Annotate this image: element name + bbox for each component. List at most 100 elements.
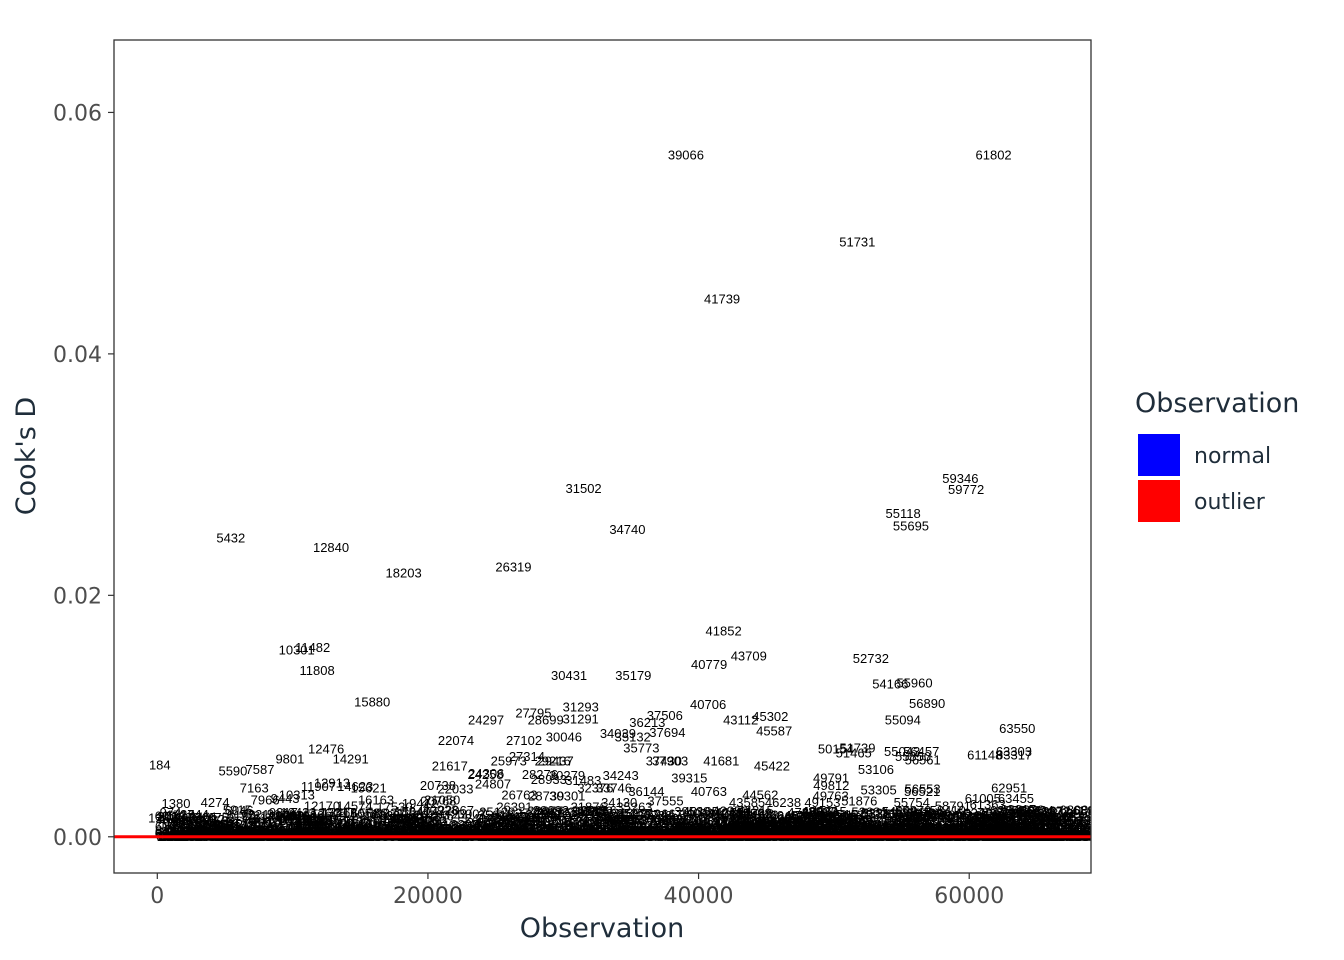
dense-point-mark: 30479 (552, 813, 588, 828)
dense-point-mark: 59854 (949, 816, 985, 831)
point-label: 35263 (616, 800, 652, 815)
dense-point-mark: 47843 (787, 827, 823, 842)
point-label: 61698 (974, 810, 1010, 825)
point-label: 61802 (976, 148, 1012, 163)
dense-point-mark: 63692 (1001, 815, 1037, 830)
dense-point-mark: 43856 (733, 812, 769, 827)
dense-point-mark: 50994 (829, 814, 865, 829)
dense-point-mark: 50124 (817, 810, 853, 825)
dense-point-mark: 8432 (257, 823, 286, 838)
dense-point-mark: 52170 (845, 817, 881, 832)
dense-point-mark: 68006 (1059, 803, 1095, 818)
point-label: 5432 (216, 530, 245, 545)
dense-point-mark: 48907 (801, 804, 837, 819)
dense-point-mark: 63032 (992, 820, 1028, 835)
y-tick-label: 0.02 (53, 584, 102, 609)
dense-point-mark: 22233 (440, 824, 476, 839)
dense-point-mark: 66271 (1036, 822, 1072, 837)
dense-point-mark: 37864 (652, 828, 688, 843)
dense-point-mark: 53311 (861, 805, 896, 820)
point-label: 66213 (1035, 813, 1071, 828)
legend-label-normal: normal (1194, 444, 1271, 469)
point-label: 53106 (858, 762, 894, 777)
y-axis-title: Cook's D (11, 397, 42, 515)
dense-point-mark: 47420 (781, 823, 817, 838)
dense-point-mark: 61770 (975, 823, 1011, 838)
point-label: 9780 (275, 808, 304, 823)
dense-point-mark: 46350 (766, 819, 802, 834)
x-tick-label: 0 (150, 884, 164, 909)
point-label: 57998 (924, 808, 960, 823)
dense-point-mark: 58441 (930, 821, 966, 836)
dense-point-mark: 55821 (895, 813, 931, 828)
dense-point-mark: 47335 (780, 818, 816, 833)
dense-point-mark: 53297 (860, 818, 896, 833)
dense-point-mark: 32339 (577, 803, 613, 818)
dense-point-mark: 15051 (343, 806, 379, 821)
dense-point-mark: 49511 (810, 827, 845, 842)
dense-point-mark: 59797 (948, 815, 984, 830)
dense-point-mark: 63224 (995, 816, 1031, 831)
dense-point-mark: 52264 (846, 818, 882, 833)
dense-point-mark: 54010 (870, 814, 906, 829)
dense-point-mark: 11559 (296, 811, 331, 826)
dense-point-mark: 62595 (986, 828, 1022, 843)
dense-point-mark: 61149 (967, 809, 1002, 824)
point-label: 7587 (246, 762, 275, 777)
dense-point-mark: 24638 (473, 823, 509, 838)
point-label: 46238 (765, 795, 801, 810)
dense-point-mark: 55842 (895, 804, 931, 819)
dense-point-mark: 23409 (456, 823, 492, 838)
dense-point-mark: 58421 (930, 822, 966, 837)
dense-point-mark: 28268 (522, 823, 558, 838)
point-label: 9801 (275, 751, 304, 766)
x-axis-title: Observation (520, 913, 684, 944)
dense-point-mark: 50335 (820, 809, 856, 824)
dense-point-mark: 3130 (185, 814, 214, 829)
point-label: 18203 (386, 565, 422, 580)
point-label: 40706 (690, 697, 726, 712)
dense-point-mark: 16622 (364, 808, 400, 823)
dense-point-mark: 47991 (789, 810, 825, 825)
point-label: 41852 (706, 623, 742, 638)
point-label: 37555 (647, 794, 683, 809)
dense-point-mark: 6853 (236, 823, 265, 838)
dense-point-mark: 25314 (482, 822, 518, 837)
point-label: 55695 (893, 518, 929, 533)
dense-point-mark: 65234 (1022, 819, 1058, 834)
dense-point-mark: 2536 (177, 814, 206, 829)
dense-point-mark: 14468 (335, 819, 371, 834)
dense-point-mark: 29132 (533, 805, 569, 820)
dense-point-mark: 52631 (851, 805, 887, 820)
dense-point-mark: 13317 (319, 805, 355, 820)
dense-point-mark: 9711 (275, 812, 303, 827)
dense-point-mark: 57741 (921, 820, 957, 835)
dense-point-mark: 65750 (1029, 822, 1065, 837)
dense-point-mark: 49053 (803, 819, 839, 834)
dense-point-mark: 24405 (469, 827, 505, 842)
dense-point-mark: 33163 (588, 828, 624, 843)
dense-point-mark: 39655 (676, 823, 712, 838)
dense-point-mark: 5172 (213, 823, 242, 838)
dense-point-mark: 56884 (909, 809, 945, 824)
dense-point-mark: 46094 (763, 823, 799, 838)
point-label: 49153 (804, 795, 840, 810)
point-label: 5590 (218, 763, 247, 778)
point-label: 55094 (885, 713, 921, 728)
point-label: 43585 (729, 795, 765, 810)
point-label: 41681 (703, 754, 739, 769)
dense-point-mark: 27605 (513, 823, 549, 838)
dense-point-mark: 56857 (909, 826, 945, 841)
point-label: 15880 (354, 695, 390, 710)
point-label: 124 (148, 810, 170, 825)
dense-point-mark: 47250 (779, 814, 815, 829)
dense-point-mark: 68503 (1066, 806, 1102, 821)
point-label: 27102 (506, 733, 542, 748)
dense-point-mark: 61006 (965, 812, 1001, 827)
dense-point-mark: 24045 (465, 811, 501, 826)
dense-point-mark: 3703 (193, 823, 222, 838)
point-label: 51465 (836, 745, 872, 760)
point-label: 22074 (438, 733, 474, 748)
dense-point-mark: 61469 (971, 821, 1007, 836)
